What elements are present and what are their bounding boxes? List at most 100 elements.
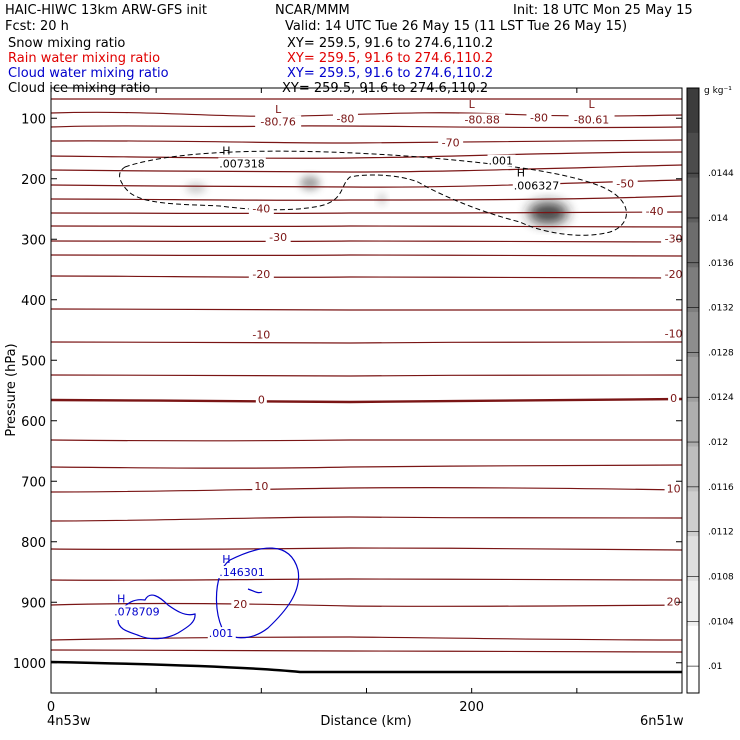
- label-mask: [526, 111, 552, 124]
- isotherm: [51, 164, 682, 173]
- temperature-label: -20: [252, 268, 270, 281]
- colorbar-tick-label: .0108: [708, 572, 734, 582]
- colorbar-band: [687, 312, 699, 358]
- legend-snow-xy: XY= 259.5, 91.6 to 274.6,110.2: [287, 36, 493, 51]
- colorbar-band: [687, 267, 699, 313]
- ice-label-value: .001: [489, 155, 514, 168]
- isotherm: [51, 602, 682, 608]
- x-endpoint-left: 4n53w: [47, 714, 91, 729]
- label-mask: [255, 115, 302, 128]
- colorbar-tick-label: .014: [708, 214, 728, 224]
- ice-label-value: .007318: [219, 158, 264, 171]
- y-tick-label: 900: [21, 596, 46, 611]
- x-endpoint-right: 6n51w: [640, 714, 684, 729]
- low-marker: L: [275, 103, 282, 116]
- temperature-label: -80.61: [574, 113, 609, 126]
- ice-shade-blob: [300, 176, 320, 190]
- colorbar-tick-label: .0116: [708, 483, 734, 493]
- isotherm: [51, 195, 682, 201]
- x-tick-label: 200: [459, 700, 484, 715]
- temperature-label: -10: [665, 328, 683, 341]
- label-mask: [332, 112, 358, 125]
- temperature-label: -30: [665, 233, 683, 246]
- ice-label-value: .006327: [514, 179, 560, 192]
- temperature-label: -80: [530, 112, 548, 125]
- label-mask: [664, 595, 683, 608]
- label-mask: [459, 113, 506, 126]
- y-tick-label: 400: [21, 294, 46, 309]
- temperature-label: -70: [442, 136, 460, 149]
- colorbar-tick-label: .0128: [708, 348, 734, 358]
- low-marker: L: [588, 98, 595, 111]
- label-mask: [231, 598, 250, 611]
- legend-rain-name: Rain water mixing ratio: [8, 51, 160, 66]
- temperature-label: 10: [254, 480, 268, 493]
- colorbar-band: [687, 88, 699, 134]
- legend-cloudwater-xy: XY= 259.5, 91.6 to 274.6,110.2: [287, 66, 493, 81]
- temperature-label: -80: [336, 112, 354, 125]
- label-mask: [661, 327, 687, 340]
- init-time: Init: 18 UTC Mon 25 May 15: [513, 3, 693, 18]
- label-mask: [252, 480, 271, 493]
- cloud-water-label-symbol: H: [222, 553, 230, 566]
- isotherm: [51, 125, 682, 129]
- isotherm: [51, 275, 682, 279]
- isotherm: [51, 464, 682, 469]
- cloud-water-label-value: .146301: [219, 566, 264, 579]
- colorbar-band: [687, 580, 699, 627]
- colorbar-band: [687, 670, 699, 693]
- colorbar-band: [687, 401, 699, 448]
- ice-label-symbol: H: [222, 145, 230, 158]
- label-mask: [512, 179, 561, 192]
- y-tick-label: 200: [21, 173, 46, 188]
- ice-contour: [119, 150, 627, 236]
- colorbar-band: [687, 491, 699, 537]
- cloud-water-contour: [247, 588, 263, 594]
- isotherm: [51, 151, 682, 159]
- temperature-label: -10: [252, 328, 270, 341]
- isotherm: [51, 649, 682, 653]
- isotherm: [51, 374, 682, 377]
- colorbar-band: [687, 222, 699, 268]
- colorbar-band: [687, 625, 699, 672]
- colorbar-tick-label: .0112: [708, 528, 734, 538]
- x-tick-label: 0: [47, 700, 55, 715]
- colorbar-tick-label: .0136: [708, 259, 734, 269]
- colorbar-tick-label: .0124: [708, 393, 734, 403]
- temperature-label: 20: [233, 598, 247, 611]
- temperature-label: -80.76: [260, 115, 295, 128]
- label-mask: [265, 230, 291, 243]
- label-mask: [664, 482, 683, 495]
- isotherm: [51, 341, 682, 344]
- cloud-water-label-symbol: H: [117, 592, 125, 605]
- temperature-label: -50: [616, 178, 634, 191]
- label-mask: [568, 113, 615, 126]
- label-mask: [487, 154, 516, 167]
- label-mask: [207, 627, 236, 640]
- y-axis-label: Pressure (hPa): [4, 343, 19, 436]
- cloud-water-label-value: .078709: [114, 605, 160, 618]
- y-tick-label: 300: [21, 233, 46, 248]
- legend: Snow mixing ratio XY= 259.5, 91.6 to 274…: [8, 36, 493, 96]
- temperature-label: -80.88: [464, 113, 499, 126]
- org-label: NCAR/MMM: [275, 3, 350, 18]
- isotherm: [51, 179, 682, 188]
- label-mask: [661, 232, 687, 245]
- isotherm: [51, 439, 682, 442]
- temperature-label: -20: [665, 268, 683, 281]
- y-tick-label: 600: [21, 415, 46, 430]
- header: HAIC-HIWC 13km ARW-GFS init NCAR/MMM Ini…: [5, 3, 693, 34]
- legend-snow-name: Snow mixing ratio: [8, 36, 125, 51]
- label-mask: [113, 605, 161, 618]
- ice-shade-blob: [378, 193, 386, 205]
- cloud-water-contour: [117, 594, 196, 640]
- plot-frame: [50, 87, 683, 694]
- label-mask: [612, 177, 638, 190]
- label-mask: [218, 566, 266, 579]
- colorbar-tick-label: .0104: [708, 617, 734, 627]
- colorbar-band: [687, 446, 699, 492]
- y-tick-label: 100: [21, 112, 46, 127]
- isotherm: [51, 139, 682, 144]
- valid-time: Valid: 14 UTC Tue 26 May 15 (11 LST Tue …: [285, 19, 627, 34]
- isotherm: [51, 211, 682, 215]
